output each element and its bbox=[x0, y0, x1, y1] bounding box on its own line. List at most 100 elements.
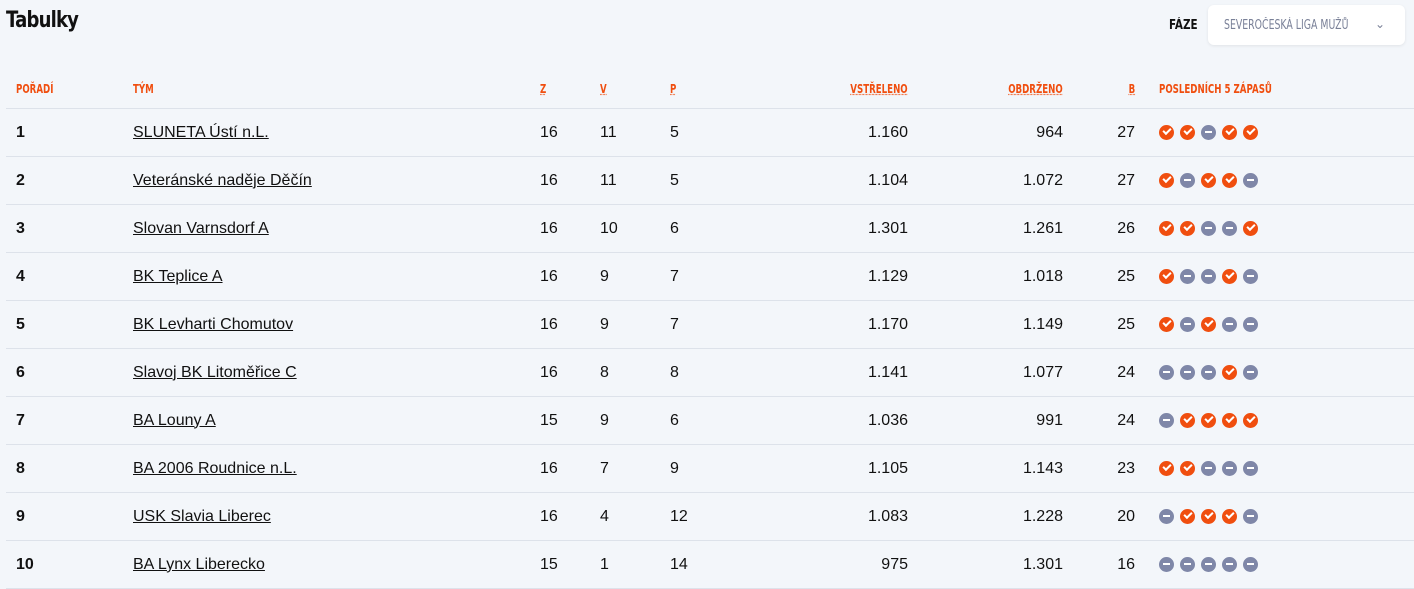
wins: 1 bbox=[588, 540, 658, 589]
last-5-form bbox=[1141, 300, 1414, 349]
team-link[interactable]: USK Slavia Liberec bbox=[133, 507, 271, 525]
rank: 4 bbox=[6, 252, 133, 301]
loss-minus-icon bbox=[1201, 364, 1216, 380]
col-played[interactable]: Z bbox=[528, 70, 588, 109]
conceded: 1.301 bbox=[908, 540, 1063, 589]
loss-minus-icon bbox=[1243, 364, 1258, 380]
losses: 5 bbox=[658, 156, 728, 205]
played: 16 bbox=[528, 204, 588, 253]
losses: 6 bbox=[658, 204, 728, 253]
losses: 7 bbox=[658, 300, 728, 349]
loss-minus-icon bbox=[1201, 268, 1216, 284]
win-check-icon bbox=[1180, 220, 1195, 236]
played: 16 bbox=[528, 348, 588, 397]
conceded: 964 bbox=[908, 108, 1063, 157]
points: 25 bbox=[1063, 300, 1141, 349]
loss-minus-icon bbox=[1159, 556, 1174, 572]
scored: 1.170 bbox=[728, 300, 908, 349]
table-row: 9 USK Slavia Liberec 16 4 12 1.083 1.228… bbox=[6, 492, 1414, 541]
team-link[interactable]: BA Lynx Liberecko bbox=[133, 555, 265, 573]
win-check-icon bbox=[1222, 364, 1237, 380]
col-wins[interactable]: V bbox=[588, 70, 658, 109]
table-row: 2 Veteránské naděje Děčín 16 11 5 1.104 … bbox=[6, 156, 1414, 205]
win-check-icon bbox=[1243, 220, 1258, 236]
played: 16 bbox=[528, 444, 588, 493]
win-check-icon bbox=[1222, 268, 1237, 284]
loss-minus-icon bbox=[1222, 460, 1237, 476]
played: 16 bbox=[528, 492, 588, 541]
col-points[interactable]: B bbox=[1063, 70, 1141, 109]
team-link[interactable]: Slovan Varnsdorf A bbox=[133, 219, 269, 237]
points: 25 bbox=[1063, 252, 1141, 301]
loss-minus-icon bbox=[1159, 364, 1174, 380]
loss-minus-icon bbox=[1180, 556, 1195, 572]
win-check-icon bbox=[1180, 412, 1195, 428]
scored: 1.160 bbox=[728, 108, 908, 157]
scored: 1.105 bbox=[728, 444, 908, 493]
table-row: 7 BA Louny A 15 9 6 1.036 991 24 bbox=[6, 396, 1414, 445]
wins: 11 bbox=[588, 108, 658, 157]
rank: 7 bbox=[6, 396, 133, 445]
col-rank[interactable]: POŘADÍ bbox=[6, 70, 133, 109]
last-5-form bbox=[1141, 348, 1414, 397]
win-check-icon bbox=[1159, 220, 1174, 236]
conceded: 1.143 bbox=[908, 444, 1063, 493]
scored: 1.104 bbox=[728, 156, 908, 205]
rank: 3 bbox=[6, 204, 133, 253]
team-link[interactable]: Veteránské naděje Děčín bbox=[133, 171, 312, 189]
win-check-icon bbox=[1243, 124, 1258, 140]
phase-select[interactable]: SEVEROČESKÁ LIGA MUŽŮ ⌄ bbox=[1208, 5, 1405, 45]
losses: 14 bbox=[658, 540, 728, 589]
scored: 1.036 bbox=[728, 396, 908, 445]
wins: 9 bbox=[588, 252, 658, 301]
table-row: 5 BK Levharti Chomutov 16 9 7 1.170 1.14… bbox=[6, 300, 1414, 349]
win-check-icon bbox=[1159, 268, 1174, 284]
table-row: 4 BK Teplice A 16 9 7 1.129 1.018 25 bbox=[6, 252, 1414, 301]
team-link[interactable]: BK Teplice A bbox=[133, 267, 223, 285]
team-link[interactable]: BA 2006 Roudnice n.L. bbox=[133, 459, 297, 477]
col-scored[interactable]: VSTŘELENO bbox=[728, 70, 908, 109]
loss-minus-icon bbox=[1180, 172, 1195, 188]
page-title: Tabulky bbox=[6, 8, 79, 33]
rank: 10 bbox=[6, 540, 133, 589]
loss-minus-icon bbox=[1180, 268, 1195, 284]
team-link[interactable]: BK Levharti Chomutov bbox=[133, 315, 294, 333]
played: 16 bbox=[528, 108, 588, 157]
last-5-form bbox=[1141, 252, 1414, 301]
win-check-icon bbox=[1159, 172, 1174, 188]
col-losses[interactable]: P bbox=[658, 70, 728, 109]
win-check-icon bbox=[1222, 412, 1237, 428]
team-link[interactable]: BA Louny A bbox=[133, 411, 216, 429]
win-check-icon bbox=[1222, 124, 1237, 140]
points: 27 bbox=[1063, 108, 1141, 157]
conceded: 1.228 bbox=[908, 492, 1063, 541]
conceded: 991 bbox=[908, 396, 1063, 445]
played: 16 bbox=[528, 252, 588, 301]
team-link[interactable]: Slavoj BK Litoměřice C bbox=[133, 363, 297, 381]
played: 15 bbox=[528, 540, 588, 589]
losses: 7 bbox=[658, 252, 728, 301]
team-link[interactable]: SLUNETA Ústí n.L. bbox=[133, 123, 269, 141]
loss-minus-icon bbox=[1222, 220, 1237, 236]
points: 20 bbox=[1063, 492, 1141, 541]
wins: 10 bbox=[588, 204, 658, 253]
conceded: 1.261 bbox=[908, 204, 1063, 253]
loss-minus-icon bbox=[1159, 508, 1174, 524]
loss-minus-icon bbox=[1180, 316, 1195, 332]
col-team[interactable]: TÝM bbox=[133, 70, 528, 109]
table-row: 10 BA Lynx Liberecko 15 1 14 975 1.301 1… bbox=[6, 540, 1414, 589]
table-row: 8 BA 2006 Roudnice n.L. 16 7 9 1.105 1.1… bbox=[6, 444, 1414, 493]
loss-minus-icon bbox=[1201, 460, 1216, 476]
losses: 6 bbox=[658, 396, 728, 445]
win-check-icon bbox=[1201, 412, 1216, 428]
col-form: POSLEDNÍCH 5 ZÁPASŮ bbox=[1141, 70, 1414, 109]
last-5-form bbox=[1141, 540, 1414, 589]
win-check-icon bbox=[1201, 316, 1216, 332]
points: 23 bbox=[1063, 444, 1141, 493]
col-conceded[interactable]: OBDRŽENO bbox=[908, 70, 1063, 109]
points: 24 bbox=[1063, 348, 1141, 397]
last-5-form bbox=[1141, 492, 1414, 541]
win-check-icon bbox=[1222, 508, 1237, 524]
conceded: 1.018 bbox=[908, 252, 1063, 301]
wins: 8 bbox=[588, 348, 658, 397]
